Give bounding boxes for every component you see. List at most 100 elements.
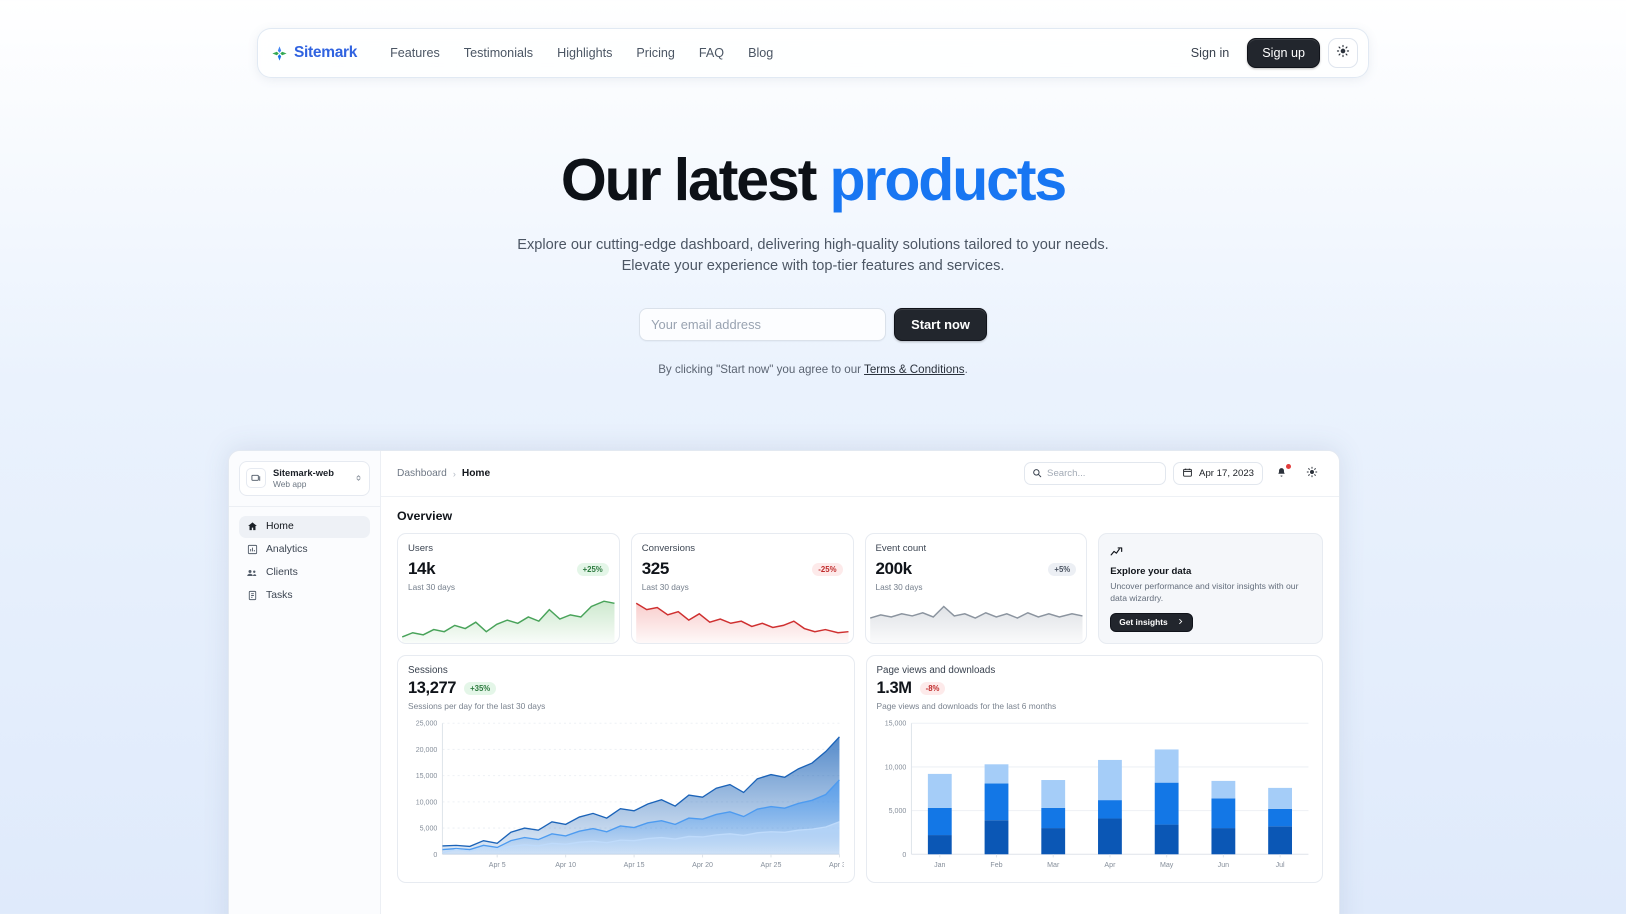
chart-value-row: 13,277 +35% xyxy=(408,679,844,698)
start-now-button[interactable]: Start now xyxy=(894,308,987,342)
home-icon xyxy=(246,521,258,533)
sidebar-nav: Home Analytics xyxy=(239,515,370,607)
breadcrumb-item-home: Home xyxy=(461,468,491,479)
overview-title: Overview xyxy=(397,509,453,523)
page-title-accent: products xyxy=(829,147,1068,213)
page-title-main: Our latest xyxy=(560,147,830,213)
chart-title: Sessions xyxy=(408,665,448,676)
dashboard-topbar: Dashboard › Home xyxy=(381,451,1339,497)
chart-card-row: Sessions 13,277 +35% Sessions per day fo… xyxy=(397,655,1323,883)
dashboard-main: Overview Users 14k +25% Last 30 days xyxy=(381,497,1339,883)
project-selector[interactable]: Sitemark-web Web app xyxy=(239,461,370,496)
brand[interactable]: Sitemark xyxy=(271,44,357,62)
sidebar-item-tasks[interactable]: Tasks xyxy=(239,585,370,607)
device-icon xyxy=(246,468,266,489)
breadcrumb-item-dashboard[interactable]: Dashboard xyxy=(397,468,447,479)
main-nav: Features Testimonials Highlights Pricing… xyxy=(379,40,784,66)
sign-up-button[interactable]: Sign up xyxy=(1247,38,1320,68)
chart-value: 13,277 xyxy=(408,679,457,697)
svg-text:Apr 20: Apr 20 xyxy=(692,861,713,869)
status-badge: -25% xyxy=(812,562,843,576)
promo-title: Explore your data xyxy=(1110,566,1192,577)
project-text: Sitemark-web Web app xyxy=(273,467,334,490)
promo-description: Uncover performance and visitor insights… xyxy=(1110,581,1299,603)
chevron-right-icon: › xyxy=(452,468,456,479)
sun-icon xyxy=(1306,466,1318,481)
sidebar-item-clients[interactable]: Clients xyxy=(239,562,370,584)
nav-item-faq[interactable]: FAQ xyxy=(698,46,725,60)
date-picker-label: Apr 17, 2023 xyxy=(1199,468,1254,479)
stat-card-row: Users 14k +25% Last 30 days xyxy=(397,533,1323,644)
project-subtitle: Web app xyxy=(273,478,307,489)
stat-card-value: 200k xyxy=(875,559,913,578)
sitemark-logo-icon xyxy=(271,45,288,62)
chart-subtitle: Sessions per day for the last 30 days xyxy=(408,701,546,711)
nav-item-features[interactable]: Features xyxy=(390,46,440,60)
svg-text:Jul: Jul xyxy=(1275,861,1284,869)
brand-name: Sitemark xyxy=(294,44,358,61)
sidebar-item-analytics[interactable]: Analytics xyxy=(239,539,370,561)
svg-text:Apr 15: Apr 15 xyxy=(624,861,645,869)
clients-icon xyxy=(246,567,258,579)
nav-item-highlights[interactable]: Highlights xyxy=(557,46,613,60)
topbar-actions: Apr 17, 2023 xyxy=(1024,462,1323,485)
hero-subtitle-line-1: Explore our cutting-edge dashboard, deli… xyxy=(517,236,1109,253)
svg-text:10,000: 10,000 xyxy=(884,763,906,771)
search-box[interactable] xyxy=(1024,462,1167,485)
stat-card-header: 14k +25% xyxy=(408,559,609,579)
date-picker-button[interactable]: Apr 17, 2023 xyxy=(1173,462,1263,485)
sign-in-button[interactable]: Sign in xyxy=(1181,40,1240,66)
tasks-icon xyxy=(246,590,258,602)
sidebar-item-label: Tasks xyxy=(266,590,293,602)
chart-value-row: 1.3M -8% xyxy=(877,679,1313,698)
sun-icon xyxy=(1336,44,1350,63)
stat-card-period: Last 30 days xyxy=(408,582,456,592)
terms-link[interactable]: Terms & Conditions xyxy=(864,363,965,377)
header-bar-container: Sitemark Features Testimonials Highlight… xyxy=(0,28,1626,78)
svg-text:Mar: Mar xyxy=(1047,861,1060,869)
stat-card-conversions[interactable]: Conversions 325 -25% Last 30 days xyxy=(630,533,854,644)
svg-text:5,000: 5,000 xyxy=(420,824,438,832)
chart-title: Page views and downloads xyxy=(876,665,996,676)
sessions-area-plot[interactable]: 0 5,000 10,000 15,000 20,000 25,000 Apr 5 Apr 1… xyxy=(408,717,844,873)
hero-subtitle-line-2: Elevate your experience with top-tier fe… xyxy=(621,257,1005,274)
stat-card-title: Event count xyxy=(875,543,927,554)
signup-form: Start now xyxy=(0,308,1626,342)
svg-text:15,000: 15,000 xyxy=(416,772,438,780)
bell-icon xyxy=(1276,466,1287,481)
header-bar: Sitemark Features Testimonials Highlight… xyxy=(257,28,1369,78)
dashboard-theme-toggle[interactable] xyxy=(1300,462,1323,485)
stat-card-period: Last 30 days xyxy=(641,582,689,592)
sparkline-event-count xyxy=(866,597,1087,643)
terms-suffix: . xyxy=(964,363,968,377)
svg-text:0: 0 xyxy=(433,851,437,859)
svg-text:Jan: Jan xyxy=(934,861,945,869)
breadcrumb: Dashboard › Home xyxy=(397,468,490,479)
sparkline-users xyxy=(398,597,619,643)
theme-toggle-button[interactable] xyxy=(1328,38,1358,68)
status-badge: -8% xyxy=(919,682,946,695)
search-input[interactable] xyxy=(1047,468,1159,479)
nav-item-blog[interactable]: Blog xyxy=(748,46,774,60)
svg-text:15,000: 15,000 xyxy=(884,720,906,728)
chart-card-sessions: Sessions 13,277 +35% Sessions per day fo… xyxy=(397,655,855,883)
stat-card-users[interactable]: Users 14k +25% Last 30 days xyxy=(397,533,620,644)
stat-card-header: 200k +5% xyxy=(876,559,1077,579)
email-field[interactable] xyxy=(639,308,887,342)
stat-card-title: Users xyxy=(408,543,434,554)
sidebar-item-home[interactable]: Home xyxy=(239,515,370,538)
hero-subtitle: Explore our cutting-edge dashboard, deli… xyxy=(0,235,1626,276)
trending-up-icon xyxy=(1110,545,1311,559)
nav-item-testimonials[interactable]: Testimonials xyxy=(463,46,534,60)
svg-text:20,000: 20,000 xyxy=(416,746,438,754)
project-name: Sitemark-web xyxy=(273,467,334,478)
nav-item-pricing[interactable]: Pricing xyxy=(636,46,675,60)
page-views-bar-plot[interactable]: 0 5,000 10,000 15,000 Jan Feb Mar Apr May Jun Jul xyxy=(877,717,1313,873)
promo-card: Explore your data Uncover performance an… xyxy=(1098,533,1323,644)
notifications-button[interactable] xyxy=(1270,462,1293,485)
svg-text:0: 0 xyxy=(902,851,906,859)
get-insights-button[interactable]: Get insights xyxy=(1110,612,1193,632)
svg-text:Apr 25: Apr 25 xyxy=(761,861,782,869)
stat-card-event-count[interactable]: Event count 200k +5% Last 30 days xyxy=(864,533,1088,644)
